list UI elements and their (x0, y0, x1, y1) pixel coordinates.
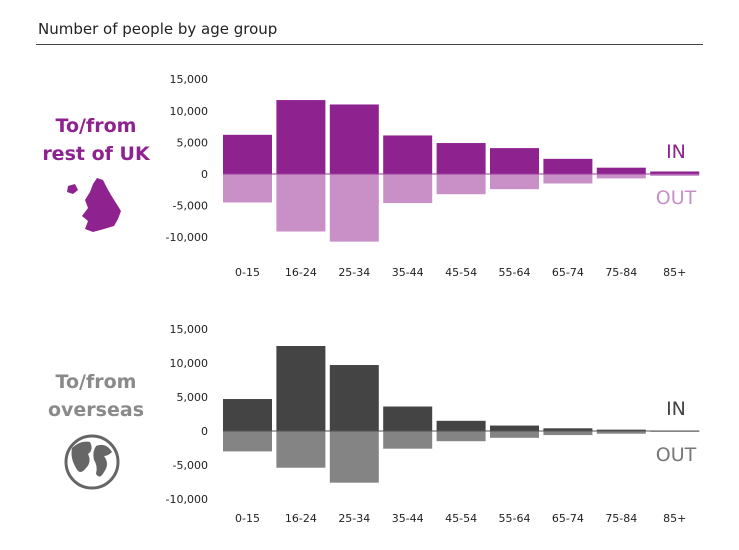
uk-bar-out (596, 174, 646, 179)
overseas-category-label: 55-64 (499, 512, 531, 525)
overseas-bar-in (436, 420, 486, 431)
uk-category-label: 75-84 (605, 266, 637, 279)
overseas-ytick-label: -10,000 (166, 493, 208, 506)
uk-category-label: 65-74 (552, 266, 584, 279)
uk-ytick-label: 15,000 (170, 73, 209, 86)
overseas-bar-in (490, 425, 539, 431)
uk-category-label: 45-54 (445, 266, 477, 279)
uk-in-label: IN (666, 141, 686, 163)
overseas-out-label: OUT (656, 444, 697, 466)
uk-ytick-label: 0 (201, 168, 208, 181)
uk-category-label: 55-64 (499, 266, 531, 279)
uk-label-line1: To/from (55, 115, 137, 137)
overseas-bar-out (383, 431, 433, 449)
uk-bar-out (223, 174, 272, 203)
overseas-ytick-label: 10,000 (170, 357, 209, 370)
overseas-category-label: 45-54 (445, 512, 477, 525)
overseas-bar-in (596, 429, 646, 431)
title-divider (36, 44, 703, 45)
uk-bar-in (650, 171, 700, 174)
uk-bar-in (596, 167, 646, 174)
uk-bar-chart: 15,000 10,000 5,000 0 -5,000 -10,000 0-15 16-24… (166, 73, 700, 279)
uk-bar-in (329, 104, 379, 174)
overseas-category-label: 35-44 (392, 512, 424, 525)
overseas-category-label: 25-34 (338, 512, 370, 525)
overseas-bar-in (543, 428, 593, 431)
uk-bar-in (490, 148, 539, 174)
uk-bar-out (650, 174, 700, 176)
uk-bar-in (436, 143, 486, 174)
overseas-bar-out (543, 431, 593, 436)
overseas-panel-label: To/from overseas (34, 368, 158, 424)
overseas-category-label: 75-84 (605, 512, 637, 525)
uk-category-label: 16-24 (285, 266, 317, 279)
uk-bar-in (383, 135, 433, 174)
uk-bar-in (223, 134, 272, 174)
england-wales-map-icon (67, 178, 121, 232)
uk-ytick-label: -10,000 (166, 231, 208, 244)
overseas-ytick-label: -5,000 (173, 459, 208, 472)
uk-ytick-label: 5,000 (177, 136, 209, 149)
chart-title: Number of people by age group (38, 20, 278, 38)
overseas-bar-out (596, 431, 646, 434)
uk-bar-in (276, 100, 326, 174)
uk-bar-in (543, 158, 593, 174)
uk-category-label: 25-34 (338, 266, 370, 279)
uk-bar-out (543, 174, 593, 184)
overseas-label-line2: overseas (47, 399, 145, 421)
globe-icon (64, 434, 120, 490)
overseas-bar-out (436, 431, 486, 442)
uk-ytick-label: -5,000 (173, 200, 208, 213)
uk-bar-out (329, 174, 379, 242)
overseas-bar-in (223, 399, 272, 431)
overseas-bar-in (329, 365, 379, 431)
overseas-bar-out (276, 431, 326, 468)
overseas-category-label: 16-24 (285, 512, 317, 525)
uk-bar-out (436, 174, 486, 195)
uk-category-label: 85+ (663, 266, 686, 279)
overseas-ytick-label: 15,000 (170, 323, 209, 336)
overseas-bar-out (490, 431, 539, 438)
overseas-bar-in (383, 406, 433, 431)
overseas-category-label: 65-74 (552, 512, 584, 525)
overseas-ytick-label: 0 (201, 425, 208, 438)
uk-category-label: 35-44 (392, 266, 424, 279)
overseas-bar-out (223, 431, 272, 452)
uk-bar-out (383, 174, 433, 204)
uk-ytick-label: 10,000 (170, 105, 209, 118)
overseas-category-label: 0-15 (235, 512, 260, 525)
overseas-ytick-label: 5,000 (177, 391, 209, 404)
overseas-label-line1: To/from (55, 371, 137, 393)
overseas-bar-out (329, 431, 379, 483)
uk-category-label: 0-15 (235, 266, 260, 279)
uk-bar-out (490, 174, 539, 190)
overseas-bar-chart: 15,000 10,000 5,000 0 -5,000 -10,000 0-15 16-24… (166, 323, 700, 525)
uk-label-line2: rest of UK (42, 143, 150, 165)
overseas-category-label: 85+ (663, 512, 686, 525)
overseas-bar-in (276, 346, 326, 431)
overseas-in-label: IN (666, 398, 686, 420)
uk-out-label: OUT (656, 187, 697, 209)
uk-bar-out (276, 174, 326, 232)
uk-panel-label: To/from rest of UK (34, 112, 158, 168)
